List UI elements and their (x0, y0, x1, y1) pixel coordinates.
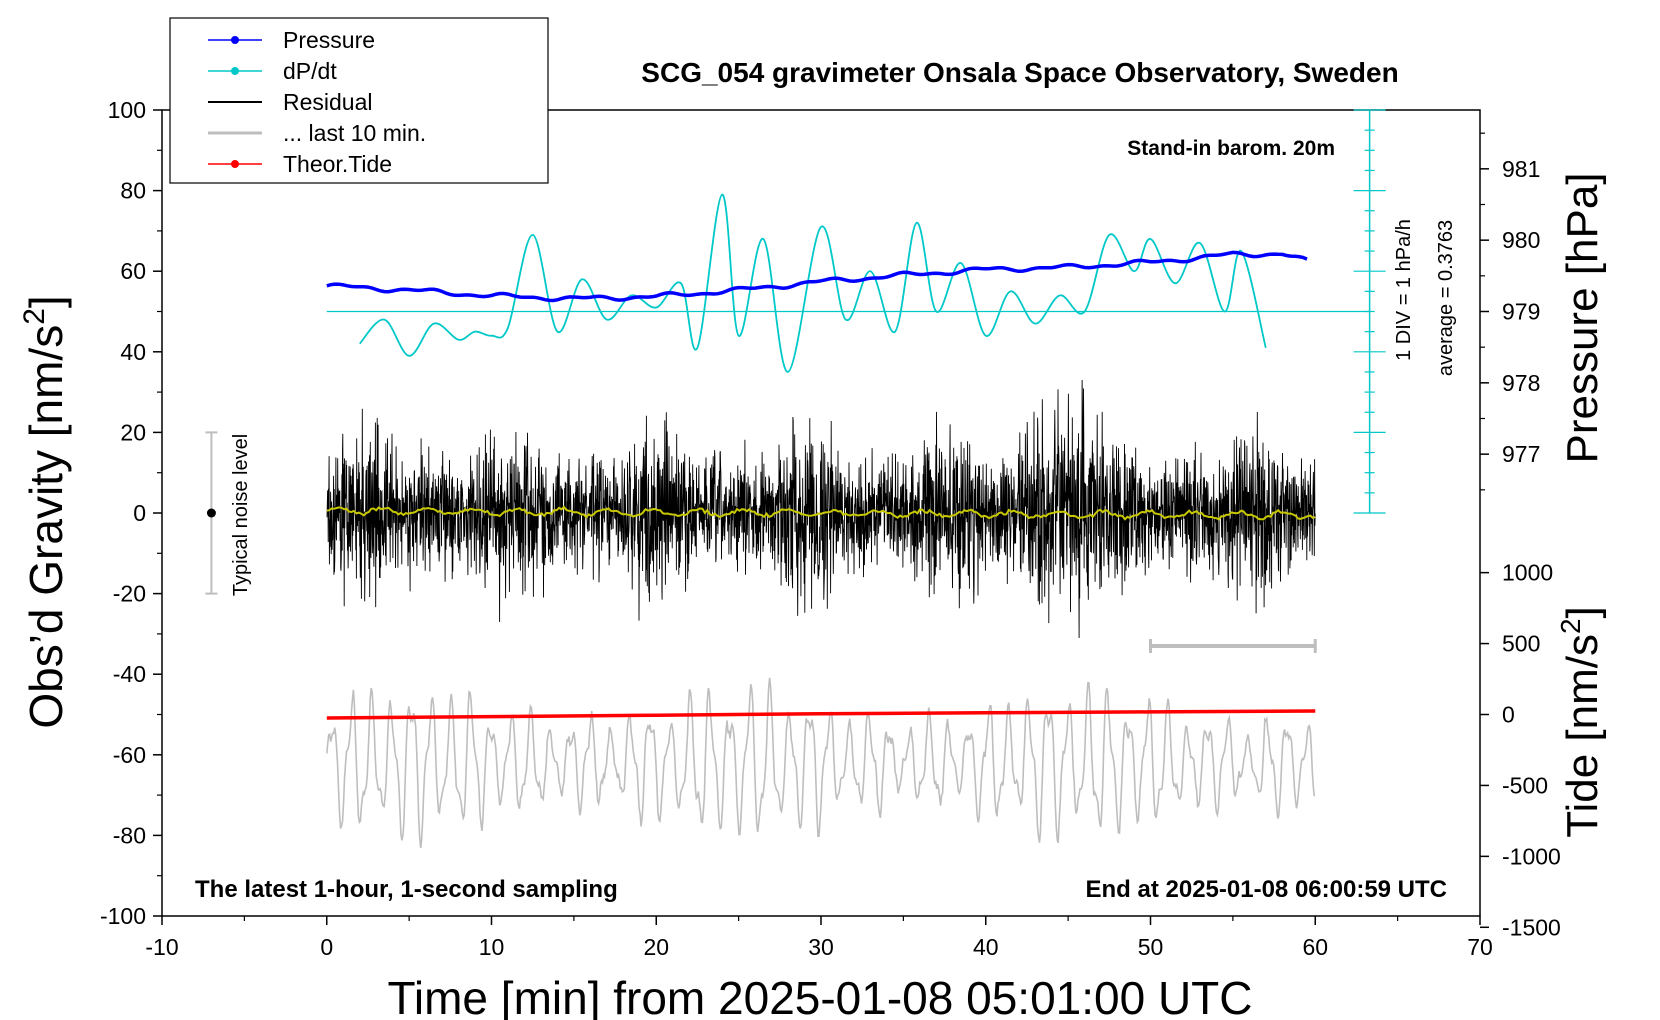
x-tick-label: 10 (479, 934, 505, 960)
y-left-tick-label: 0 (133, 500, 146, 526)
noise-bar (205, 431, 218, 595)
x-tick-label: 0 (320, 934, 333, 960)
legend-box (169, 17, 549, 184)
x-tick-label: 40 (973, 934, 999, 960)
legend-label-last10: ... last 10 min. (283, 120, 426, 146)
y-left-tick-label: -40 (113, 661, 146, 687)
x-tick-label: 70 (1467, 934, 1493, 960)
x-tick-label: 20 (643, 934, 669, 960)
y-tide-tick-label: -1000 (1502, 843, 1561, 869)
y-left-tick-label: 20 (120, 419, 146, 445)
residual-smooth-layer (326, 505, 1316, 521)
pressure-layer (326, 250, 1308, 303)
barometer-note: Stand-in barom. 20m (1127, 137, 1335, 160)
y-left-label-text: Obs’d Gravity [nm/s (20, 325, 72, 729)
x-tick-label: 60 (1302, 934, 1328, 960)
y-left-tick-label: -60 (113, 742, 146, 768)
x-axis-label: Time [min] from 2025-01-08 05:01:00 UTC (388, 972, 1253, 1020)
legend-label-pressure: Pressure (283, 27, 375, 53)
y-left-label-sup: 2 (18, 308, 51, 325)
y-axis-label-left: Obs’d Gravity [nm/s2] (18, 295, 72, 728)
y-left-tick-label: 40 (120, 339, 146, 365)
y-left-tick-label: -20 (113, 581, 146, 607)
tide-label-close: ] (1558, 606, 1607, 618)
legend-entry-pressure: Pressure (208, 27, 375, 53)
y-left-tick-label: -80 (113, 822, 146, 848)
legend-entry-residual: Residual (208, 89, 373, 115)
noise-bar-dot (206, 508, 216, 518)
residual-smooth-line (326, 505, 1316, 521)
axis-ticks: -10 0 10 20 30 40 50 60 70100806040200-20-40-60-… (100, 97, 1561, 960)
legend-marker-tide (231, 160, 239, 168)
y-left-label-close: ] (20, 295, 72, 308)
y-pressure-tick-label: 980 (1502, 227, 1540, 253)
y-tide-tick-label: 500 (1502, 631, 1540, 657)
y-left-tick-label: -100 (100, 903, 146, 929)
bottom-right-note: End at 2025-01-08 06:00:59 UTC (1086, 876, 1448, 903)
y-left-tick-label: 60 (120, 258, 146, 284)
y-pressure-tick-label: 978 (1502, 370, 1540, 396)
legend-label-dpdt: dP/dt (283, 58, 337, 84)
y-tide-tick-label: 1000 (1502, 560, 1553, 586)
legend-marker-dpdt (231, 67, 239, 75)
bottom-left-note: The latest 1-hour, 1-second sampling (195, 876, 618, 903)
last10-line (326, 677, 1316, 849)
y-axis-label-pressure: Pressure [hPa] (1558, 172, 1607, 463)
average-label: average = 0.3763 (1435, 220, 1457, 376)
y-pressure-tick-label: 977 (1502, 441, 1540, 467)
last10-bar (1149, 638, 1317, 653)
x-tick-label: -10 (145, 934, 178, 960)
residual-layer (326, 379, 1316, 639)
legend-label-tide: Theor.Tide (283, 151, 392, 177)
dpdt-layer (326, 193, 1370, 373)
x-tick-label: 50 (1138, 934, 1164, 960)
y-pressure-tick-label: 979 (1502, 299, 1540, 325)
legend-label-residual: Residual (283, 89, 373, 115)
legend-marker-pressure (231, 36, 239, 44)
y-left-tick-label: 100 (108, 97, 146, 123)
last10-layer (326, 677, 1316, 849)
residual-line (326, 379, 1316, 639)
tide-layer (326, 709, 1316, 720)
y-tide-tick-label: 0 (1502, 702, 1515, 728)
legend-entry-dpdt: dP/dt (208, 58, 337, 84)
x-tick-label: 30 (808, 934, 834, 960)
y-axis-label-tide: Tide [nm/s2] (1555, 606, 1607, 838)
tide-label-text: Tide [nm/s (1558, 634, 1607, 838)
pressure-line (326, 250, 1308, 303)
tide-label-sup: 2 (1555, 618, 1586, 634)
tide-line (326, 709, 1316, 720)
y-tide-tick-label: -1500 (1502, 914, 1561, 940)
y-left-tick-label: 80 (120, 178, 146, 204)
legend: Pressure dP/dt Residual ... last 10 min.… (169, 17, 549, 184)
legend-entry-tide: Theor.Tide (208, 151, 392, 177)
div-label: 1 DIV = 1 hPa/h (1393, 219, 1415, 361)
noise-label: Typical noise level (230, 434, 252, 596)
chart-title: SCG_054 gravimeter Onsala Space Observat… (641, 57, 1398, 88)
legend-entry-last10: ... last 10 min. (208, 120, 426, 146)
y-pressure-tick-label: 981 (1502, 156, 1540, 182)
dpdt-ruler (1353, 109, 1386, 514)
y-tide-tick-label: -500 (1502, 772, 1548, 798)
